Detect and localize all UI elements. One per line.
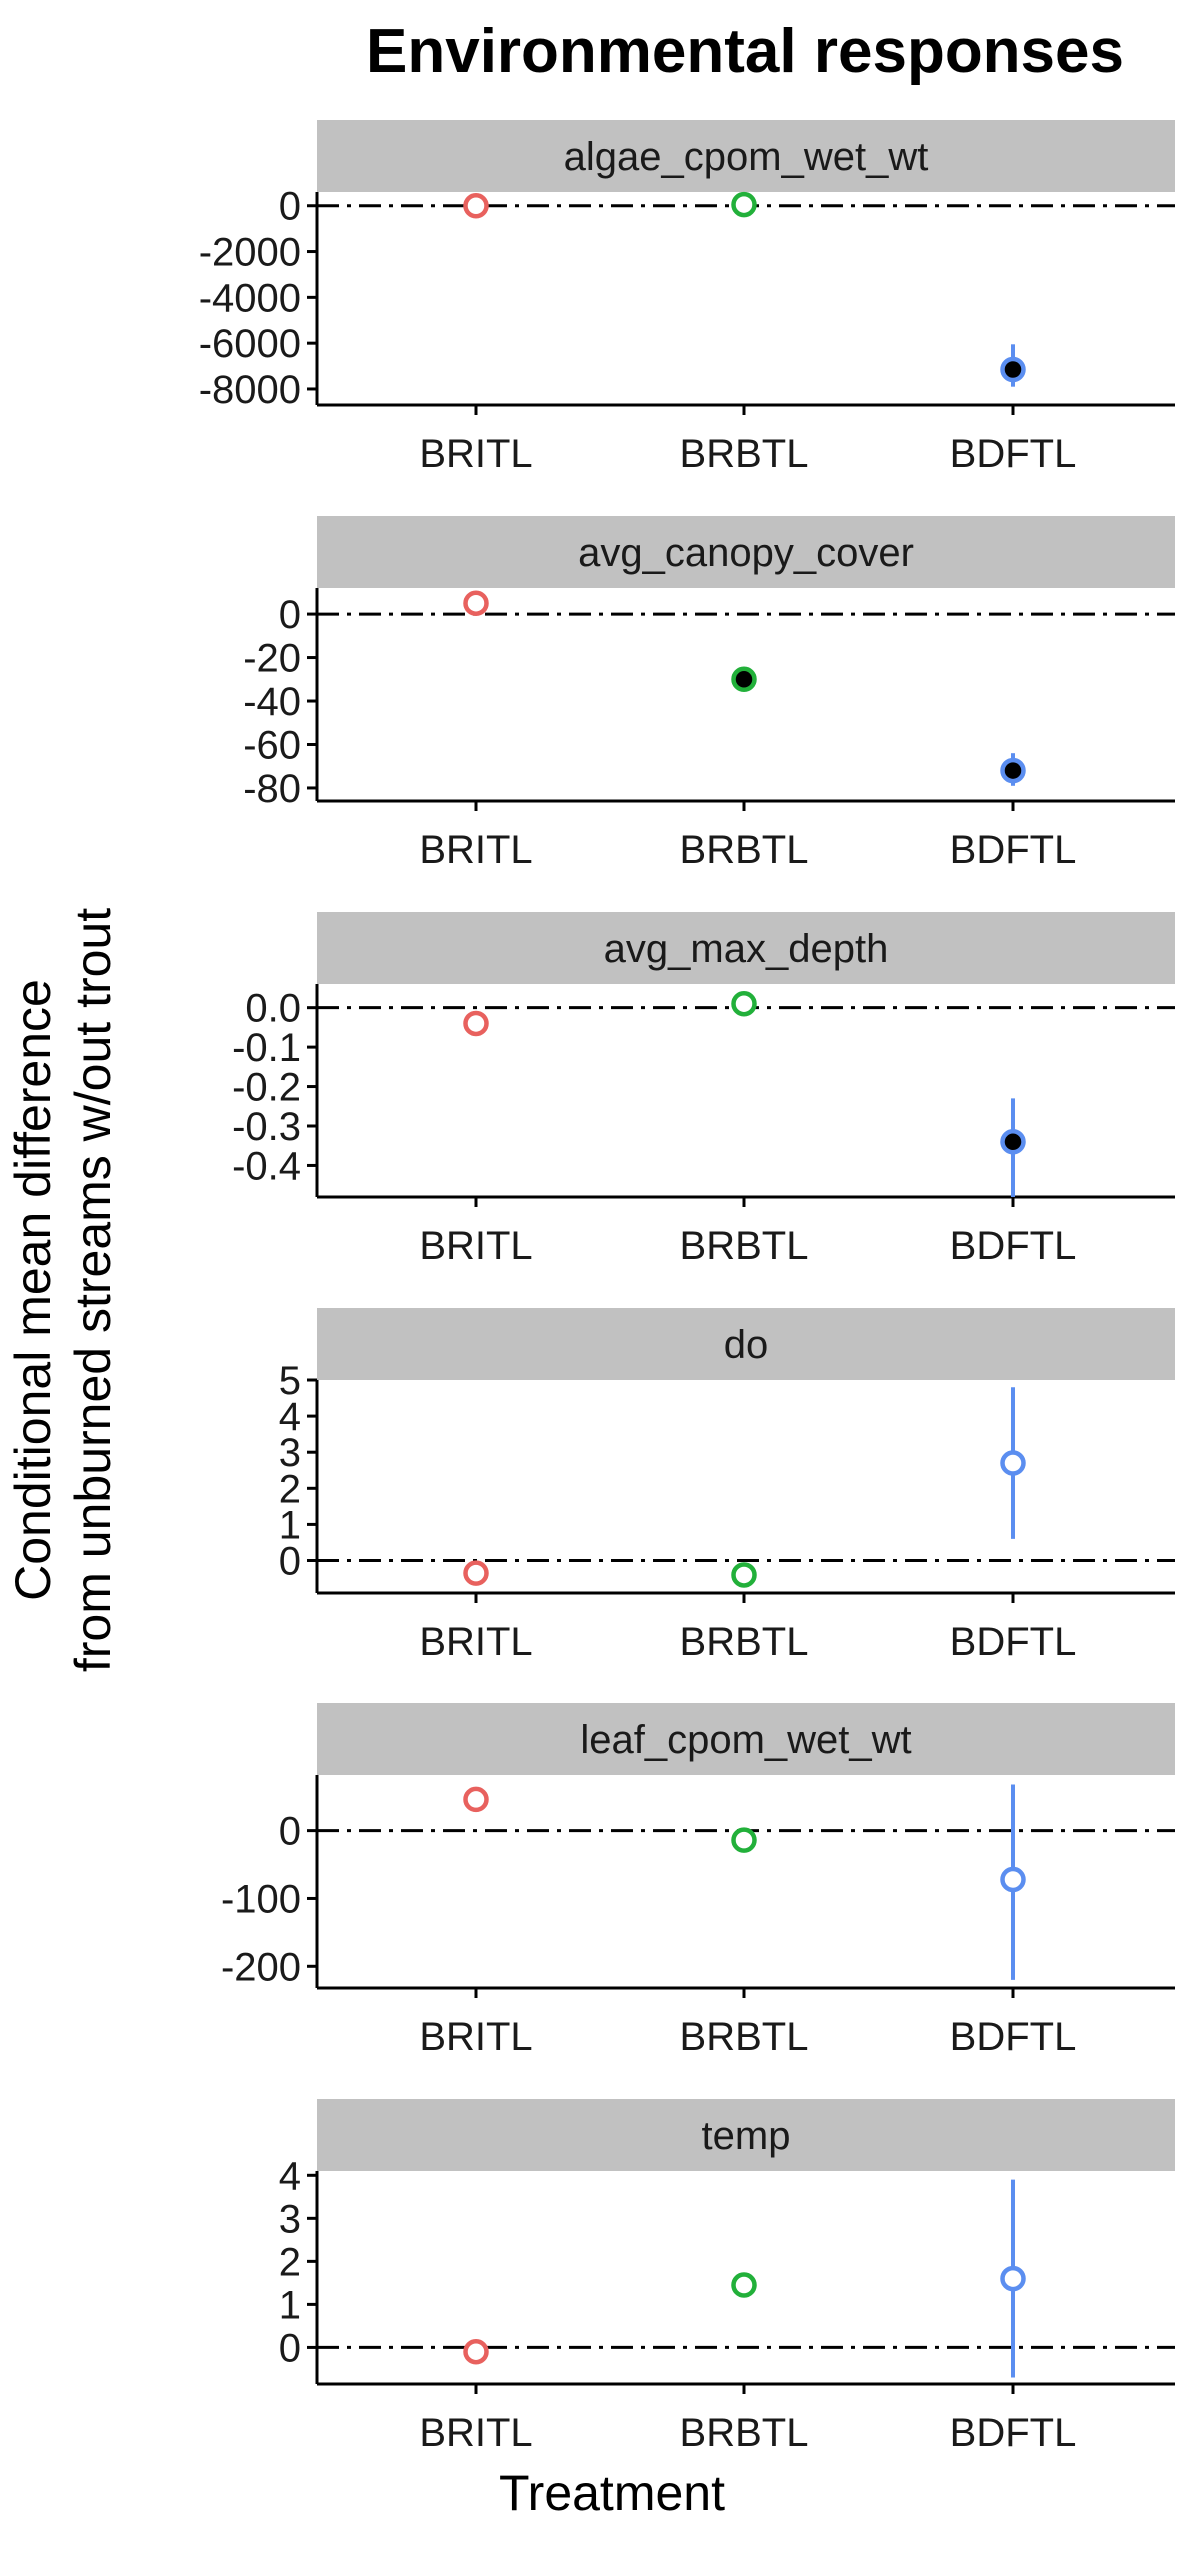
y-tick-label: 3 [279, 1431, 301, 1475]
x-tick-label: BRITL [419, 828, 532, 872]
point-BRITL [463, 1010, 489, 1037]
panel-avg_max_depth: avg_max_depth 0.0-0.1-0.2-0.3-0.4 BRITL BRB… [232, 912, 1175, 1268]
panels-group: algae_cpom_wet_wt0-2000-4000-6000-8000BR… [199, 120, 1175, 2455]
y-tick-label: -100 [221, 1877, 301, 1921]
point-BRITL [463, 192, 489, 219]
y-tick-label: -8000 [199, 368, 301, 412]
point-BRITL [463, 2338, 489, 2365]
strip-background [317, 516, 1175, 588]
y-tick-label: -20 [243, 637, 301, 681]
strip-label: avg_canopy_cover [578, 531, 914, 575]
strip-background [317, 120, 1175, 192]
y-tick-label: -200 [221, 1945, 301, 1989]
panel-avg_canopy_cover: avg_canopy_cover 0-20-40-60-80 BRITL BRBTL B… [243, 516, 1175, 872]
point-BRBTL [731, 1562, 757, 1588]
y-tick-label: 2 [279, 1467, 301, 1511]
point-BRBTL [731, 1827, 757, 1853]
x-tick-label: BDFTL [950, 1224, 1077, 1268]
x-tick-label: BRITL [419, 1224, 532, 1268]
point-BRITL [463, 1560, 489, 1586]
x-tick-label: BDFTL [950, 2015, 1077, 2059]
point-BDFTL [1000, 1129, 1026, 1155]
y-axis-title-line-1: Conditional mean difference [5, 979, 61, 1601]
y-tick-label: 0 [279, 1540, 301, 1584]
x-tick-label: BRBTL [680, 1224, 809, 1268]
y-tick-label: -40 [243, 680, 301, 724]
y-tick-label: 3 [279, 2197, 301, 2241]
point-BDFTL [1000, 2265, 1026, 2292]
point-BRITL [463, 590, 489, 616]
x-tick-label: BRITL [419, 2015, 532, 2059]
y-tick-label: 0.0 [245, 987, 301, 1031]
y-tick-label: 0 [279, 1810, 301, 1854]
strip-label: temp [702, 2114, 791, 2158]
strip-label: do [724, 1323, 769, 1367]
chart-title: Environmental responses [366, 17, 1124, 86]
x-tick-label: BDFTL [950, 828, 1077, 872]
x-tick-label: BRBTL [680, 2015, 809, 2059]
strip-background [317, 912, 1175, 984]
y-tick-label: 4 [279, 1395, 301, 1439]
y-tick-label: -0.1 [232, 1026, 301, 1070]
x-tick-label: BRITL [419, 432, 532, 476]
y-tick-label: -4000 [199, 276, 301, 320]
point-BDFTL [1000, 356, 1026, 383]
point-BRITL [463, 1786, 489, 1813]
point-BRBTL [731, 990, 757, 1017]
strip-label: avg_max_depth [604, 927, 889, 971]
y-tick-label: -80 [243, 767, 301, 811]
strip-label: leaf_cpom_wet_wt [580, 1718, 911, 1762]
y-tick-label: -6000 [199, 322, 301, 366]
strip-label: algae_cpom_wet_wt [564, 135, 929, 179]
y-tick-label: 0 [279, 593, 301, 637]
y-tick-label: -60 [243, 723, 301, 767]
y-tick-label: -0.4 [232, 1144, 301, 1188]
x-tick-label: BRBTL [680, 828, 809, 872]
x-tick-label: BRBTL [680, 2411, 809, 2455]
point-BDFTL [1000, 1866, 1026, 1893]
point-BRBTL [731, 666, 757, 693]
y-tick-label: 1 [279, 2283, 301, 2327]
strip-background [317, 1703, 1175, 1775]
panel-leaf_cpom_wet_wt: leaf_cpom_wet_wt 0 -100 -200 BRITL BRBTL BDFTL [221, 1703, 1175, 2059]
y-tick-label: 2 [279, 2240, 301, 2284]
y-axis-title-line-2: from unburned streams w/out trout [65, 908, 121, 1672]
x-axis-title: Treatment [499, 2465, 725, 2521]
y-axis-title: Conditional mean difference from unburne… [5, 908, 121, 1672]
x-tick-label: BRBTL [680, 1620, 809, 1664]
point-BRBTL [731, 2272, 757, 2298]
strip-background [317, 1308, 1175, 1380]
x-tick-label: BRITL [419, 2411, 532, 2455]
x-tick-label: BDFTL [950, 432, 1077, 476]
x-tick-label: BRITL [419, 1620, 532, 1664]
x-tick-label: BRBTL [680, 432, 809, 476]
point-BDFTL [1000, 1450, 1026, 1476]
y-tick-label: 4 [279, 2154, 301, 2198]
strip-background [317, 2099, 1175, 2171]
y-tick-label: 5 [279, 1359, 301, 1403]
y-tick-label: 1 [279, 1503, 301, 1547]
y-tick-label: -0.2 [232, 1066, 301, 1110]
point-BRBTL [731, 191, 757, 218]
x-tick-label: BDFTL [950, 2411, 1077, 2455]
panel-algae_cpom_wet_wt: algae_cpom_wet_wt 0-2000-4000-6000-8000 BR… [199, 120, 1175, 476]
y-tick-label: -2000 [199, 231, 301, 275]
y-tick-label: 0 [279, 2326, 301, 2370]
y-tick-label: -0.3 [232, 1105, 301, 1149]
point-BDFTL [1000, 757, 1026, 784]
x-tick-label: BDFTL [950, 1620, 1077, 1664]
y-tick-label: 0 [279, 185, 301, 229]
